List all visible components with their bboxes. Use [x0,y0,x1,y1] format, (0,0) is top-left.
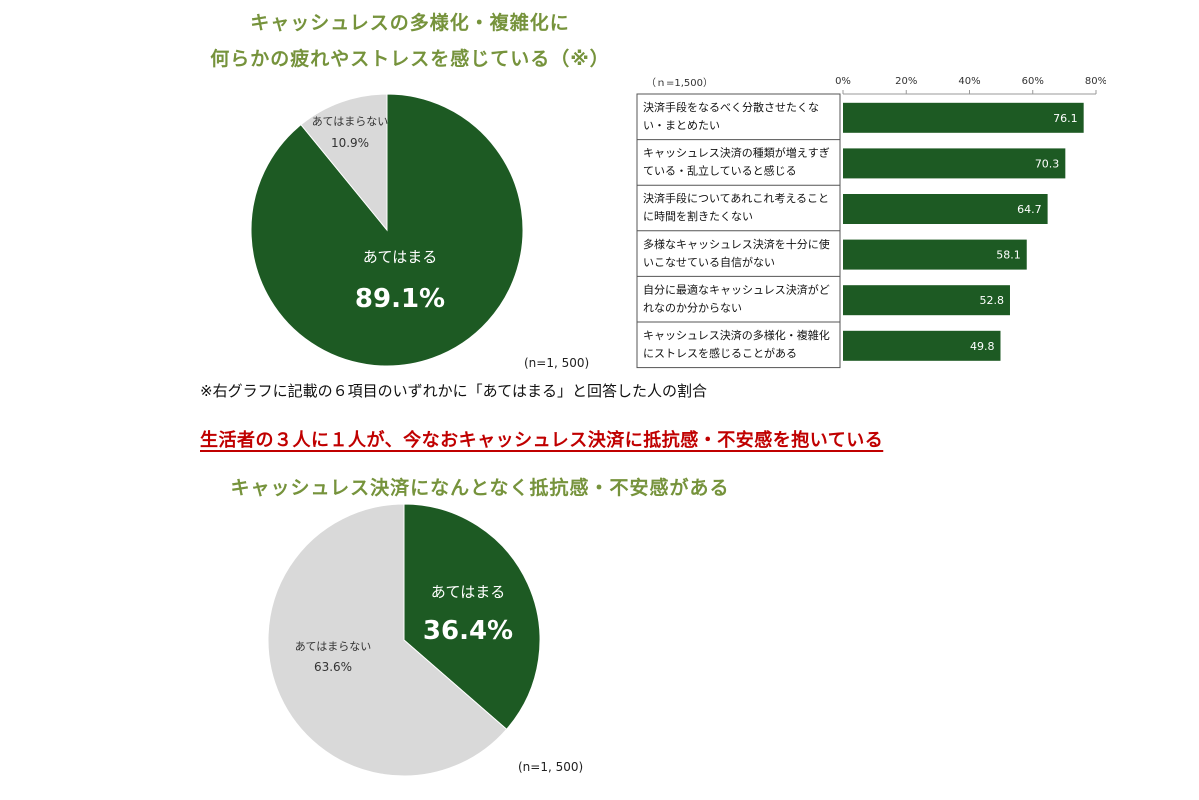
bar-category-label: 多様なキャッシュレス決済を十分に使 [643,237,830,251]
pie2-chart: あてはまる 36.4% あてはまらない 63.6% [267,503,541,777]
pie2-n-label: (n=1, 500) [518,760,584,774]
pie1-n-label: (n=1, 500) [524,356,590,370]
headline: 生活者の３人に１人が、今なおキャッシュレス決済に抵抗感・不安感を抱いている [200,430,884,451]
bar-2 [843,194,1048,224]
pie1-title-line1: キャッシュレスの多様化・複雑化に [250,12,570,34]
bar-category-label: れなのか分からない [643,301,742,314]
pie2-value-yes: 36.4% [423,616,513,646]
pie1-value-yes: 89.1% [355,284,445,314]
bar-value-label: 64.7 [1017,203,1042,216]
pie1-title-line2: 何らかの疲れやストレスを感じている（※） [210,48,610,70]
pie1-label-no: あてはまらない [312,115,389,128]
bar-value-label: 49.8 [970,340,995,353]
bar-category-label: い・まとめたい [643,119,720,132]
bar-value-label: 76.1 [1053,112,1078,125]
bar-5 [843,330,1001,361]
bar-category-label: 自分に最適なキャッシュレス決済がど [643,282,830,296]
bar-value-label: 58.1 [996,249,1021,262]
bar-xtick-label: 0% [835,76,851,87]
bar-xtick-label: 40% [958,76,980,87]
bar-n-label: （ｎ=1,500） [646,77,713,89]
bar-4 [843,285,1010,316]
pie1-chart: あてはまる 89.1% あてはまらない 10.9% [250,93,524,367]
bar-value-label: 52.8 [979,294,1004,307]
bar-category-label: キャッシュレス決済の多様化・複雑化 [643,328,830,342]
bar-category-label: 決済手段をなるべく分散させたくな [643,100,819,114]
pie2-label-yes: あてはまる [431,583,505,601]
bar-category-label: にストレスを感じることがある [643,346,797,360]
pie1-label-yes: あてはまる [363,248,437,266]
bar-3 [843,239,1027,270]
bar-0 [843,102,1084,133]
bar-category-label: いこなせている自信がない [643,255,775,269]
bar-category-label: キャッシュレス決済の種類が増えすぎ [643,146,830,160]
pie1-footnote: ※右グラフに記載の６項目のいずれかに「あてはまる」と回答した人の割合 [200,382,707,400]
pie1-slice-1 [300,93,388,232]
bar-xtick-label: 60% [1022,76,1044,87]
bar-category-label: 決済手段についてあれこれ考えること [643,191,829,205]
pie2-label-no: あてはまらない [295,640,372,653]
pie2-title: キャッシュレス決済になんとなく抵抗感・不安感がある [230,477,730,499]
pie1-value-no: 10.9% [331,136,369,150]
bar-chart: （ｎ=1,500） 0% 20% 40% 60% 80% 決済手段をなるべく分散させたくない… [636,76,1106,369]
pie2-slice-1 [267,503,508,777]
pie2-slice-0 [403,503,541,731]
bar-category-label: ている・乱立していると感じる [643,164,797,178]
bar-1 [843,148,1066,179]
bar-category-label: に時間を割きたくない [643,209,753,223]
bar-xtick-label: 20% [895,76,917,87]
bar-value-label: 70.3 [1035,157,1060,170]
bar-xtick-label: 80% [1085,76,1106,87]
pie2-value-no: 63.6% [314,660,352,674]
